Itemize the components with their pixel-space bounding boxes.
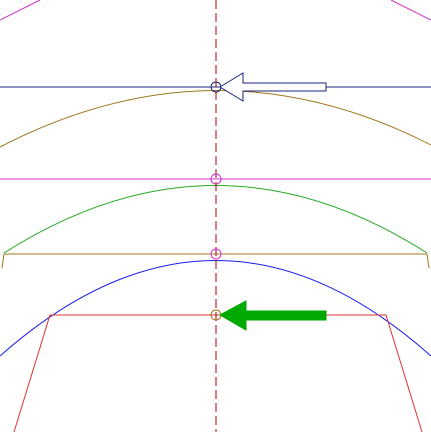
top-magenta-arc-right [390,0,431,21]
olive-arc [0,90,431,148]
arrow-left-filled-icon [218,300,327,331]
olive-tick-left [1,253,5,269]
red-frame [13,314,423,432]
marker-circle-magenta [210,173,222,185]
marker-circle-olive [210,248,222,260]
olive-tick-right [426,253,430,269]
top-magenta-arc-left [0,0,41,21]
arrow-left-outline-icon [219,72,327,102]
